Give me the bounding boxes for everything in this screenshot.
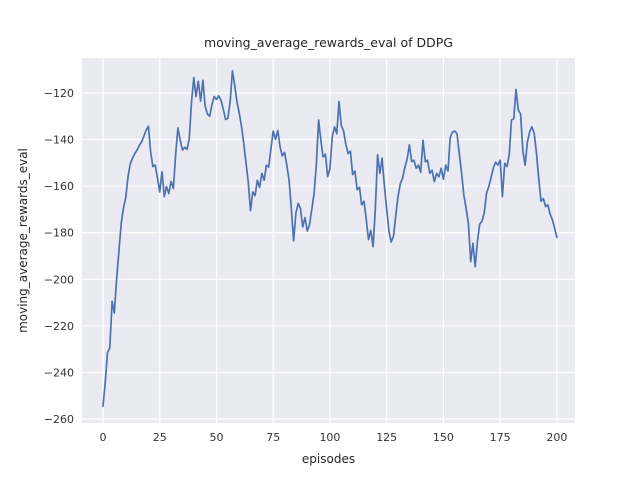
y-tick-label: −120 [44,87,74,100]
y-tick-label: −160 [44,180,74,193]
y-tick-label: −140 [44,134,74,147]
x-tick-label: 50 [209,431,223,444]
x-tick-label: 25 [153,431,167,444]
line-series [102,70,558,408]
y-tick-label: −200 [44,273,74,286]
x-axis-label: episodes [302,452,355,466]
x-tick-label: 175 [490,431,511,444]
x-tick-label: 125 [376,431,397,444]
x-tick-labels: 0 25 50 75 100 125 150 175 200 [100,431,568,444]
x-tick-label: 75 [266,431,280,444]
x-tick-label: 100 [319,431,340,444]
line-series-group [102,70,558,408]
x-tick-label: 150 [433,431,454,444]
y-tick-label: −180 [44,227,74,240]
y-tick-labels: −120 −140 −160 −180 −200 −220 −240 −260 [44,87,74,426]
x-tick-label: 0 [100,431,107,444]
x-tick-label: 200 [546,431,567,444]
y-tick-label: −260 [44,413,74,426]
y-axis-label: moving_average_rewards_eval [16,148,30,333]
plot-area [82,58,575,423]
chart-title: moving_average_rewards_eval of DDPG [204,35,453,50]
y-tick-label: −240 [44,366,74,379]
y-tick-label: −220 [44,320,74,333]
